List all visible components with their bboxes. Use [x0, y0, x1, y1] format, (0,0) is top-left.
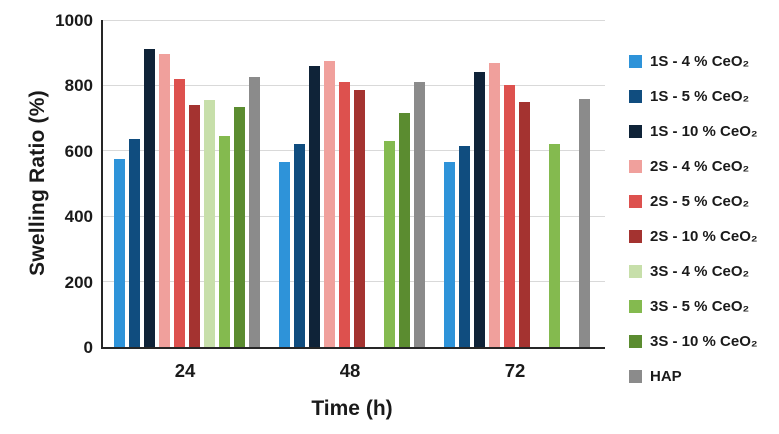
- bar-1s-10-ceo-24h: [144, 49, 155, 347]
- y-tick-label-200: 200: [64, 272, 93, 292]
- legend-item-1s-10-ceo: 1S - 10 % CeO₂: [629, 120, 779, 142]
- x-tick-label-24: 24: [174, 360, 196, 381]
- legend-item-2s-10-ceo: 2S - 10 % CeO₂: [629, 225, 779, 247]
- bar-group-48h: [279, 60, 425, 347]
- x-tick-label-48: 48: [339, 360, 361, 381]
- bar-2s-4-ceo-24h: [159, 54, 170, 347]
- bar-1s-4-ceo-24h: [114, 159, 125, 347]
- bar-hap-72h: [579, 98, 590, 347]
- bar-2s-4-ceo-72h: [489, 62, 500, 347]
- legend-item-hap: HAP: [629, 365, 779, 387]
- y-tick-label-1000: 1000: [55, 11, 93, 30]
- legend-item-1s-5-ceo: 1S - 5 % CeO₂: [629, 85, 779, 107]
- y-tick-label-0: 0: [83, 338, 93, 357]
- legend-label-2s-5-ceo: 2S - 5 % CeO₂: [650, 192, 750, 210]
- bar-2s-10-ceo-72h: [519, 101, 530, 347]
- legend-swatch-2s-4-ceo: [629, 159, 642, 173]
- legend-item-2s-4-ceo: 2S - 4 % CeO₂: [629, 155, 779, 177]
- legend-item-2s-5-ceo: 2S - 5 % CeO₂: [629, 190, 779, 212]
- bar-1s-5-ceo-48h: [294, 144, 305, 347]
- legend-swatch-1s-5-ceo: [629, 89, 642, 103]
- bar-2s-10-ceo-48h: [354, 90, 365, 347]
- bar-2s-5-ceo-24h: [174, 78, 185, 347]
- legend-label-2s-4-ceo: 2S - 4 % CeO₂: [650, 157, 750, 175]
- legend-label-hap: HAP: [650, 367, 682, 385]
- bar-3s-5-ceo-48h: [384, 141, 395, 347]
- gridline-800: [103, 84, 605, 86]
- legend-swatch-2s-10-ceo: [629, 229, 642, 243]
- y-tick-label-800: 800: [64, 76, 93, 96]
- legend-item-3s-4-ceo: 3S - 4 % CeO₂: [629, 260, 779, 282]
- bar-3s-5-ceo-24h: [219, 136, 230, 347]
- legend-swatch-1s-10-ceo: [629, 124, 642, 138]
- gridline-1000: [103, 19, 605, 21]
- legend-label-3s-5-ceo: 3S - 5 % CeO₂: [650, 297, 750, 315]
- bar-hap-48h: [414, 82, 425, 347]
- bar-1s-5-ceo-24h: [129, 139, 140, 347]
- bar-2s-5-ceo-72h: [504, 85, 515, 347]
- legend-item-3s-5-ceo: 3S - 5 % CeO₂: [629, 295, 779, 317]
- legend: 1S - 4 % CeO₂ 1S - 5 % CeO₂ 1S - 10 % CeO₂…: [629, 50, 779, 400]
- legend-item-3s-10-ceo: 3S - 10 % CeO₂: [629, 330, 779, 352]
- legend-swatch-3s-10-ceo: [629, 334, 642, 348]
- legend-swatch-3s-5-ceo: [629, 299, 642, 313]
- legend-swatch-hap: [629, 369, 642, 383]
- y-tick-label-600: 600: [64, 141, 93, 161]
- legend-swatch-3s-4-ceo: [629, 264, 642, 278]
- legend-label-3s-10-ceo: 3S - 10 % CeO₂: [650, 332, 758, 350]
- y-axis-title: Swelling Ratio (%): [26, 90, 49, 276]
- legend-label-1s-10-ceo: 1S - 10 % CeO₂: [650, 122, 758, 140]
- bar-3s-4-ceo-24h: [204, 100, 215, 347]
- bar-3s-5-ceo-72h: [549, 144, 560, 347]
- bar-group-24h: [114, 49, 260, 347]
- bar-2s-5-ceo-48h: [339, 82, 350, 347]
- bar-1s-4-ceo-48h: [279, 162, 290, 347]
- bar-hap-24h: [249, 77, 260, 347]
- x-axis-title: Time (h): [311, 397, 393, 420]
- legend-item-1s-4-ceo: 1S - 4 % CeO₂: [629, 50, 779, 72]
- legend-label-1s-4-ceo: 1S - 4 % CeO₂: [650, 52, 750, 70]
- legend-label-3s-4-ceo: 3S - 4 % CeO₂: [650, 262, 750, 280]
- bar-3s-10-ceo-48h: [399, 113, 410, 347]
- bar-1s-5-ceo-72h: [459, 145, 470, 347]
- bar-1s-10-ceo-48h: [309, 65, 320, 347]
- bar-2s-10-ceo-24h: [189, 105, 200, 347]
- y-tick-label-400: 400: [64, 207, 93, 227]
- legend-label-1s-5-ceo: 1S - 5 % CeO₂: [650, 87, 750, 105]
- plot-area: [101, 19, 605, 349]
- bar-group-72h: [444, 62, 590, 347]
- bar-3s-10-ceo-24h: [234, 106, 245, 347]
- bar-1s-4-ceo-72h: [444, 162, 455, 347]
- legend-label-2s-10-ceo: 2S - 10 % CeO₂: [650, 227, 758, 245]
- bar-2s-4-ceo-48h: [324, 60, 335, 347]
- bar-1s-10-ceo-72h: [474, 72, 485, 347]
- legend-swatch-1s-4-ceo: [629, 54, 642, 68]
- legend-swatch-2s-5-ceo: [629, 194, 642, 208]
- x-tick-label-72: 72: [504, 360, 526, 381]
